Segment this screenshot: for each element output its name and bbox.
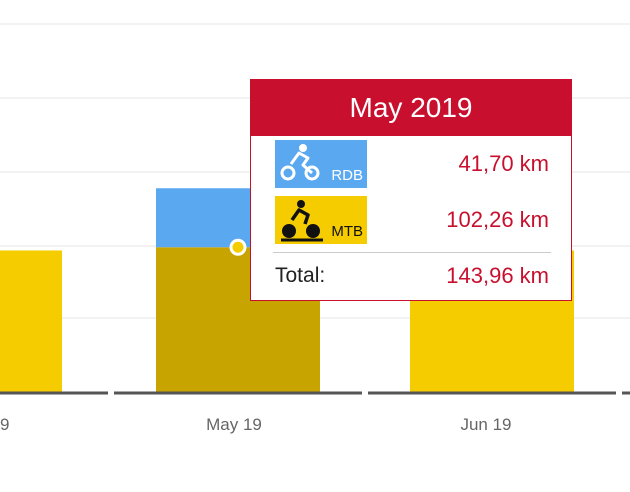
rdb-badge: RDB bbox=[275, 140, 367, 188]
hover-marker bbox=[229, 238, 247, 256]
tooltip-divider bbox=[273, 252, 551, 253]
bar-mtb-0 bbox=[0, 250, 62, 392]
tooltip: May 2019 RDB 41,70 km MTB 102,26 km bbox=[250, 79, 572, 301]
rdb-badge-label: RDB bbox=[331, 167, 363, 184]
x-tick-label-2: Jun 19 bbox=[460, 415, 511, 434]
rdb-value: 41,70 km bbox=[458, 151, 550, 176]
total-value: 143,96 km bbox=[446, 263, 549, 288]
mtb-badge: MTB bbox=[275, 196, 367, 244]
tooltip-title: May 2019 bbox=[251, 80, 571, 136]
mountain-bike-icon bbox=[281, 200, 323, 242]
hover-point bbox=[229, 238, 247, 256]
tooltip-row-mtb: MTB 102,26 km bbox=[275, 196, 549, 244]
x-tick-label-0: 9 bbox=[0, 415, 9, 434]
x-tick-label-1: May 19 bbox=[206, 415, 262, 434]
tooltip-total-row: Total: 143,96 km bbox=[275, 258, 549, 294]
mtb-badge-label: MTB bbox=[331, 223, 363, 240]
road-bike-icon bbox=[280, 144, 320, 181]
tooltip-row-rdb: RDB 41,70 km bbox=[275, 140, 549, 188]
x-tick-labels: 9 May 19 Jun 19 bbox=[0, 415, 512, 434]
mtb-value: 102,26 km bbox=[446, 207, 549, 232]
total-label: Total: bbox=[275, 264, 326, 287]
